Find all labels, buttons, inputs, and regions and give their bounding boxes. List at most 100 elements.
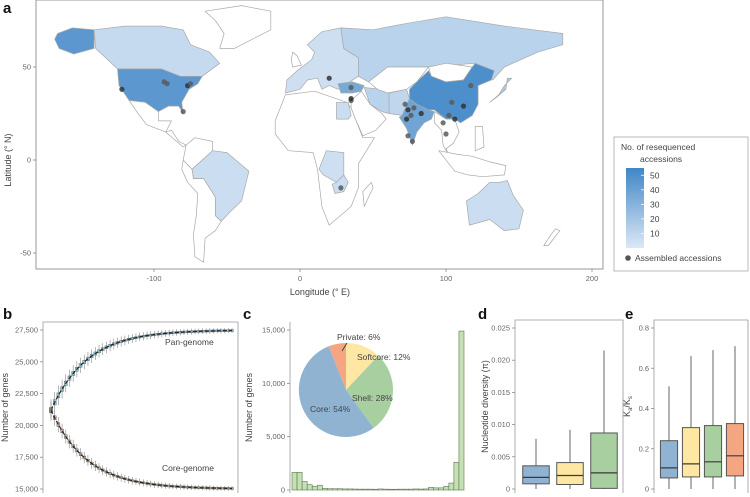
pie-slice-private — [328, 342, 346, 390]
y-tick-label: 22,500 — [15, 389, 38, 398]
y-tick-label: 0.020 — [491, 356, 510, 365]
colorbar-tick-label: 30 — [650, 199, 660, 209]
panel-letter-e: e — [625, 306, 633, 323]
x-tick-label: -100 — [146, 274, 161, 283]
box-softcore — [556, 462, 584, 485]
panel-letter-c: c — [243, 306, 251, 323]
assembled-point — [402, 101, 408, 107]
assembled-point — [119, 86, 125, 92]
box-private — [725, 423, 745, 477]
histogram-bar — [433, 487, 440, 491]
assembled-point — [452, 116, 458, 122]
assembled-point-legend-marker — [625, 255, 631, 261]
core-genome-label: Core-genome — [162, 463, 214, 473]
y-tick-label: 15,000 — [15, 485, 38, 494]
panel-c-histogram: c 0 5,000 10,000 15,000 Number of genes Priva… — [243, 306, 465, 495]
colorbar-tick-label: 40 — [650, 185, 660, 195]
map-legend: No. of resequenced accessions 10 20 30 40 50… — [613, 136, 749, 272]
y-tick-label: 0.6 — [639, 364, 649, 373]
pie-label-private-pointer — [341, 342, 348, 352]
box-core — [659, 440, 679, 479]
legend-title-line2: accessions — [640, 154, 682, 164]
map-land — [54, 5, 564, 263]
assembled-point — [326, 75, 332, 81]
box-mark — [82, 455, 86, 460]
histogram-bar — [352, 488, 359, 491]
country-new-zealand — [543, 228, 561, 246]
box-mark — [78, 452, 83, 456]
panel-letter-a: a — [3, 0, 12, 17]
y-tick-label: 5,000 — [266, 432, 285, 441]
assembled-point — [405, 107, 411, 113]
y-tick-label: 0.025 — [491, 324, 510, 333]
country-south-america-w — [181, 159, 222, 263]
fit-line-core-genome — [50, 409, 233, 490]
y-axis-label: Latitude (° N) — [3, 133, 13, 186]
assembled-point — [180, 109, 186, 115]
y-axis-label: Nucleotide diversity (π) — [480, 360, 490, 453]
y-axis-label: Number of genes — [0, 372, 10, 442]
histogram-bar — [291, 472, 298, 491]
box-mark — [78, 363, 83, 368]
histogram-bar — [362, 488, 369, 491]
y-tick-label: 0 — [506, 485, 510, 494]
pan-genome-label: Pan-genome — [165, 337, 214, 347]
country-greenland — [204, 5, 272, 49]
assembled-point — [404, 116, 410, 122]
country-indonesia — [438, 150, 507, 178]
country-alaska-usa — [54, 27, 95, 55]
histogram-bar — [408, 488, 414, 491]
map-axes: -100 0 100 200 -50 0 50 — [20, 63, 598, 284]
panel-letter-b: b — [3, 306, 12, 323]
y-tick-label: 0 — [27, 156, 31, 165]
histogram-bar — [418, 488, 424, 491]
y-tick-label: 0.015 — [491, 388, 510, 397]
x-axis-label: Longitude (° E) — [290, 287, 350, 297]
histogram-bar — [448, 482, 455, 491]
histogram-bar — [306, 484, 313, 491]
box-mark — [56, 392, 61, 399]
y-tick-label: 0.010 — [491, 420, 510, 429]
y-tick-label: 0 — [645, 485, 649, 494]
assembled-point — [440, 120, 446, 126]
panel-b-pan-core-curve: b 15,000 17,500 20,000 22,500 25,000 27,500 Nu… — [0, 306, 239, 494]
y-axis-label: Ka/Ks — [622, 396, 634, 417]
pie-slice-shell — [346, 355, 394, 428]
plot-frame — [653, 319, 749, 493]
assembled-point — [408, 112, 414, 118]
assembled-point — [418, 110, 424, 117]
box-mark — [82, 359, 86, 365]
y-tick-label: 27,500 — [15, 326, 38, 335]
y-tick-label: 10,000 — [262, 379, 285, 388]
colorbar-ticks: 10 20 30 40 50 — [641, 170, 660, 238]
histogram-bar — [402, 488, 409, 491]
y-tick-label: 17,500 — [15, 453, 38, 462]
country-central-america — [165, 129, 187, 148]
panel-e-ka-ks: e 0 0.2 0.4 0.6 0.8 Ka/Ks — [622, 306, 749, 494]
histogram-bar — [377, 488, 384, 491]
y-tick-label: 0 — [281, 486, 285, 495]
histogram-bar — [301, 481, 308, 491]
assembled-point — [460, 103, 467, 109]
y-axis-label: Number of genes — [244, 372, 254, 442]
assembled-point — [187, 81, 194, 87]
panel-a-map: a -100 0 100 200 -50 0 50 Longitude (° E) Lati… — [3, 0, 749, 297]
histogram-bar — [347, 488, 354, 491]
fit-line-pan-genome — [50, 329, 233, 411]
box-mark — [56, 422, 61, 427]
histogram-bar — [392, 488, 399, 491]
pie-label-private: Private: 6% — [337, 332, 381, 342]
histogram-bar — [413, 488, 419, 491]
x-tick-label: 0 — [298, 274, 302, 283]
box-softcore — [681, 427, 701, 478]
histogram-bar — [397, 488, 404, 491]
colorbar-tick-label: 50 — [650, 170, 660, 180]
country-egypt — [336, 101, 352, 120]
histogram-bar — [316, 484, 323, 491]
y-tick-label: 25,000 — [15, 357, 38, 366]
pie-slice-softcore — [346, 342, 379, 390]
histogram-bar — [327, 488, 333, 491]
histogram-bar — [387, 488, 394, 491]
x-tick-label: 100 — [440, 274, 453, 283]
